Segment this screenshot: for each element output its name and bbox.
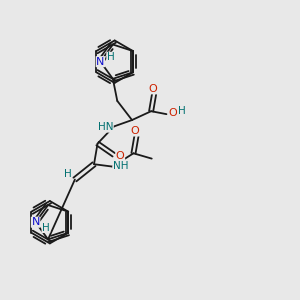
- Text: O: O: [169, 108, 177, 118]
- Text: H: H: [64, 169, 71, 179]
- Text: H: H: [178, 106, 186, 116]
- Text: HN: HN: [98, 122, 113, 132]
- Text: O: O: [116, 151, 124, 161]
- Text: H: H: [107, 52, 115, 62]
- Text: O: O: [148, 84, 157, 94]
- Text: H: H: [42, 223, 50, 232]
- Text: O: O: [130, 126, 139, 136]
- Text: N: N: [32, 217, 40, 227]
- Text: N: N: [96, 57, 105, 67]
- Text: NH: NH: [113, 161, 128, 171]
